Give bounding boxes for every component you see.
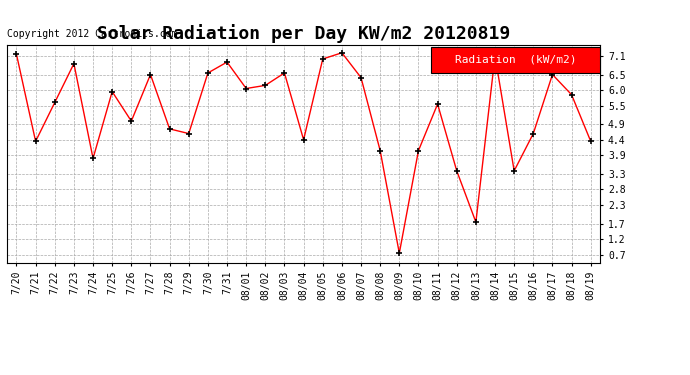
Text: Copyright 2012 Cartronics.com: Copyright 2012 Cartronics.com [7, 29, 177, 39]
Title: Solar Radiation per Day KW/m2 20120819: Solar Radiation per Day KW/m2 20120819 [97, 24, 510, 44]
Text: Radiation  (kW/m2): Radiation (kW/m2) [455, 55, 577, 65]
